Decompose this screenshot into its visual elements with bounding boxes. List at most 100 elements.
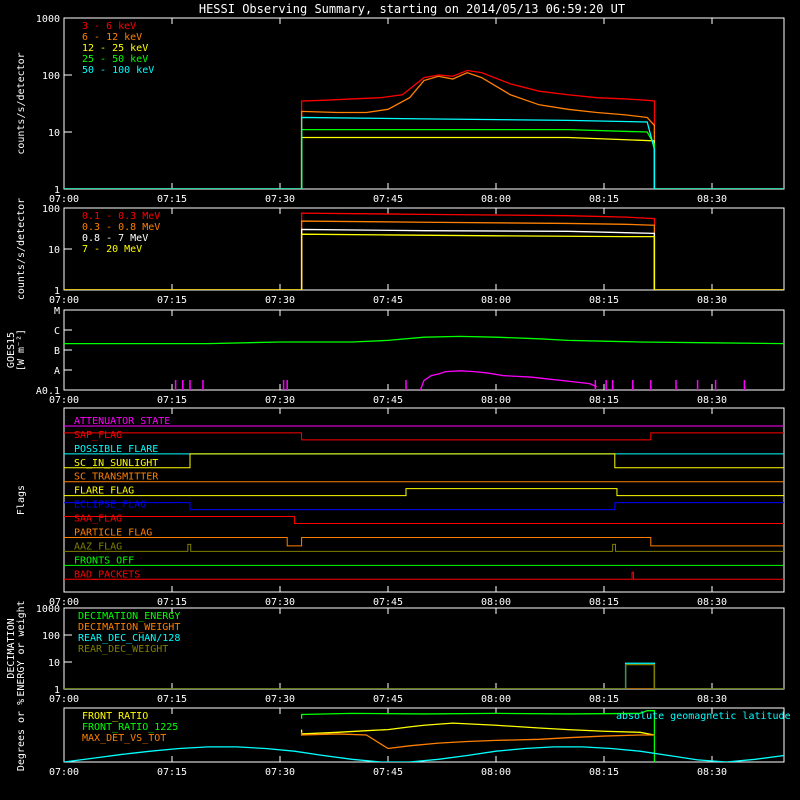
flag-line [64, 516, 784, 525]
panel-frame [63, 17, 785, 190]
x-tick-label: 07:00 [49, 597, 79, 608]
y-tick-label: 1000 [36, 14, 60, 25]
series-line [64, 220, 784, 290]
y-axis-label: Flags [16, 485, 27, 515]
y-tick-label: 100 [42, 71, 60, 82]
x-tick-label: 08:15 [589, 194, 619, 205]
legend-entry: 3 - 6 keV [82, 21, 136, 32]
flag-line [64, 432, 784, 441]
x-tick-label: 07:45 [373, 295, 403, 306]
flag-line [64, 502, 784, 511]
legend-entry: FRONT_RATIO_1225 [82, 722, 178, 733]
legend-entry: 7 - 20 MeV [82, 244, 142, 255]
panel-flags: 07:00 07:15 07:30 07:45 08:00 08:15 08:30 Flags… [16, 407, 785, 608]
panel-frame [63, 407, 785, 593]
legend-entry: 0.3 - 0.8 MeV [82, 222, 160, 233]
x-tick-label: 07:45 [373, 694, 403, 705]
x-tick-label: 08:30 [697, 194, 727, 205]
y-tick-label: B [54, 346, 60, 357]
x-tick-label: 07:15 [157, 395, 187, 406]
flag-line [64, 536, 784, 547]
series-line [64, 116, 784, 189]
x-tick-label: 07:15 [157, 194, 187, 205]
x-tick-label: 07:30 [265, 767, 295, 778]
legend-entry: REAR_DEC_CHAN/128 [78, 633, 180, 644]
x-tick-label: 07:30 [265, 194, 295, 205]
x-tick-label: 07:30 [265, 694, 295, 705]
y-axis-label: DECIMATION [6, 618, 17, 678]
x-tick-label: 07:15 [157, 597, 187, 608]
x-tick-label: 08:15 [589, 694, 619, 705]
flag-label: ATTENUATOR_STATE [74, 416, 170, 427]
x-tick-label: 07:30 [265, 295, 295, 306]
panel-goes: 07:00 07:15 07:30 07:45 08:00 08:15 08:30 A0.1 A… [6, 306, 785, 406]
y-tick-label: M [54, 306, 60, 317]
series-line [64, 128, 784, 189]
annotation-label: absolute geomagnetic latitude [616, 711, 791, 722]
series-line [64, 212, 784, 290]
flag-line [64, 543, 784, 552]
y-axis-label: GOES15 [6, 332, 17, 368]
panel-decimation: 07:00 07:15 07:30 07:45 08:00 08:15 08:30 1 10 10… [6, 600, 785, 705]
legend-entry: 6 - 12 keV [82, 32, 142, 43]
legend-entry: DECIMATION_WEIGHT [78, 622, 180, 633]
x-tick-label: 08:30 [697, 395, 727, 406]
legend-entry: 0.8 - 7 MeV [82, 233, 148, 244]
series-line [300, 732, 655, 750]
y-axis-label: counts/s/detector [16, 52, 27, 154]
series-line [64, 228, 784, 290]
x-tick-label: 08:30 [697, 694, 727, 705]
y-tick-label: 10 [48, 245, 60, 256]
y-tick-label: 100 [42, 204, 60, 215]
x-tick-label: 07:15 [157, 694, 187, 705]
flag-label: PARTICLE_FLAG [74, 527, 152, 538]
series-line [419, 370, 598, 390]
panel-frame [63, 309, 785, 391]
x-tick-label: 08:00 [481, 694, 511, 705]
x-tick-label: 07:30 [265, 597, 295, 608]
y-tick-label: C [54, 326, 60, 337]
series-line [300, 710, 656, 762]
panel-frame [63, 707, 785, 763]
flag-label: AAZ_FLAG [74, 541, 122, 552]
series-line [300, 722, 655, 736]
flag-label: SAA_FLAG [74, 514, 122, 525]
x-tick-label: 07:30 [265, 395, 295, 406]
panel-lightcurves-high: 07:00 07:15 07:30 07:45 08:00 08:15 08:30 1 10 10… [16, 198, 785, 306]
legend-entry: 25 - 50 keV [82, 54, 148, 65]
y-tick-label: 10 [48, 128, 60, 139]
flag-label: BAD_PACKETS [74, 569, 140, 580]
x-tick-label: 08:00 [481, 295, 511, 306]
x-tick-label: 08:30 [697, 767, 727, 778]
x-tick-label: 08:15 [589, 295, 619, 306]
y-tick-label: A [54, 366, 60, 377]
x-tick-label: 07:00 [49, 395, 79, 406]
x-tick-label: 08:00 [481, 767, 511, 778]
panel-frame [63, 207, 785, 291]
x-tick-label: 08:15 [589, 597, 619, 608]
y-tick-label: 1 [54, 685, 60, 696]
x-tick-label: 08:00 [481, 597, 511, 608]
y-axis-label-2: ENERGY or weight [16, 600, 27, 696]
y-tick-label: A0.1 [36, 386, 60, 397]
legend-entry: 0.1 - 0.3 MeV [82, 211, 160, 222]
flag-label: POSSIBLE_FLARE [74, 444, 158, 455]
flag-label: SC_IN_SUNLIGHT [74, 458, 158, 469]
x-tick-label: 08:30 [697, 295, 727, 306]
x-tick-label: 07:45 [373, 597, 403, 608]
series-line [64, 746, 784, 762]
legend-entry: DECIMATION_ENERGY [78, 611, 180, 622]
y-tick-label: 1 [54, 286, 60, 297]
flag-label: FLARE_FLAG [74, 486, 134, 497]
legend: DECIMATION_ENERGYDECIMATION_WEIGHTREAR_D… [78, 611, 180, 655]
flag-label: FRONTS_OFF [74, 555, 134, 566]
legend-entry: FRONT_RATIO [82, 711, 148, 722]
flag-line [64, 488, 784, 497]
x-tick-label: 07:00 [49, 194, 79, 205]
flag-label: ECLIPSE_FLAG [74, 500, 146, 511]
y-tick-label: 10 [48, 658, 60, 669]
x-tick-label: 08:15 [589, 767, 619, 778]
